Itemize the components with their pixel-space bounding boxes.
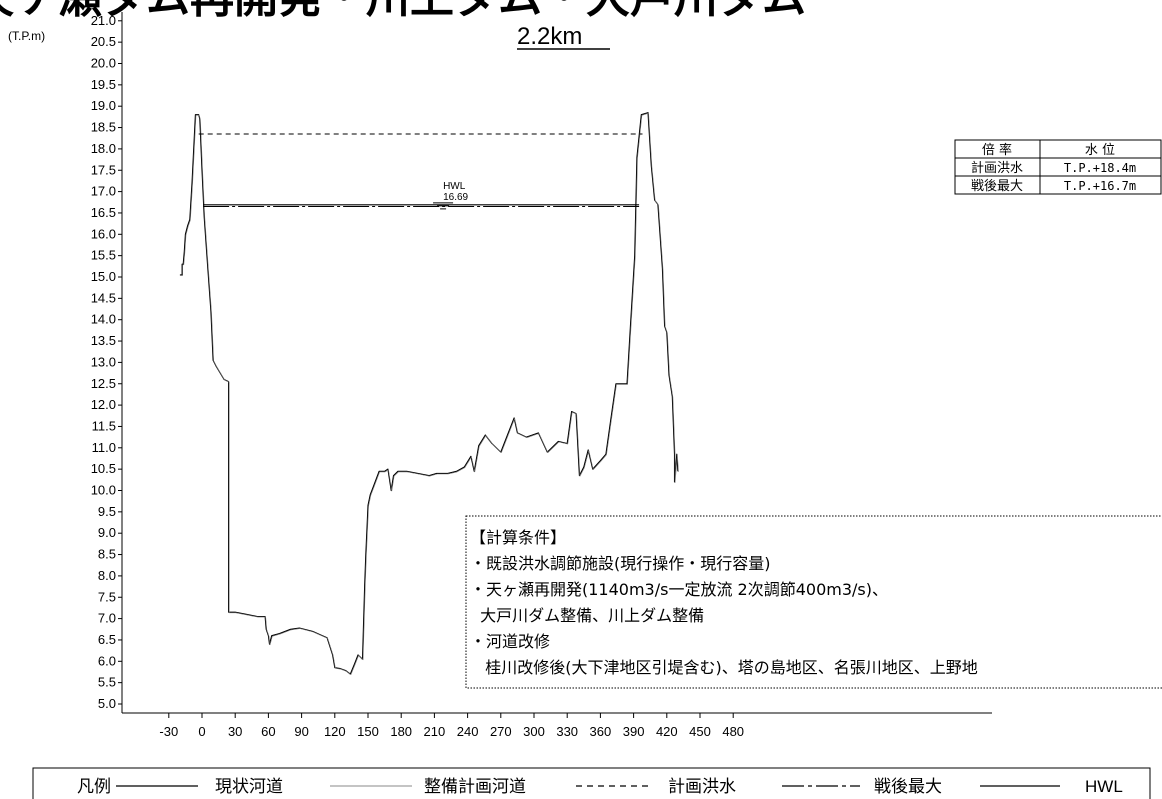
x-tick-label: 60 bbox=[261, 724, 275, 739]
y-tick-label: 14.0 bbox=[91, 312, 116, 327]
chart-title: 天ケ瀬ダム再開発・川上ダム・大戸川ダム bbox=[0, 0, 806, 23]
legend-label: 戦後最大 bbox=[874, 777, 942, 797]
y-tick-label: 15.0 bbox=[91, 269, 116, 284]
y-tick-label: 17.5 bbox=[91, 162, 116, 177]
table-row-value: T.P.+18.4m bbox=[1064, 161, 1136, 175]
x-tick-label: 360 bbox=[590, 724, 612, 739]
x-tick-label: 300 bbox=[523, 724, 545, 739]
y-tick-label: 5.5 bbox=[98, 675, 116, 690]
series-line-1 bbox=[180, 112, 679, 676]
y-tick-label: 10.0 bbox=[91, 483, 116, 498]
y-tick-label: 19.0 bbox=[91, 98, 116, 113]
y-tick-label: 15.5 bbox=[91, 248, 116, 263]
y-tick-label: 16.5 bbox=[91, 205, 116, 220]
hwl-annotation: HWL 16.69 bbox=[433, 181, 469, 210]
x-tick-label: 240 bbox=[457, 724, 479, 739]
x-tick-label: 30 bbox=[228, 724, 242, 739]
x-tick-label: 420 bbox=[656, 724, 678, 739]
y-tick-label: 10.5 bbox=[91, 461, 116, 476]
y-tick-label: 5.0 bbox=[98, 696, 116, 711]
table-row-label: 戦後最大 bbox=[971, 179, 1023, 194]
y-tick-label: 20.5 bbox=[91, 34, 116, 49]
conditions-line: ・河道改修 bbox=[470, 632, 550, 651]
y-tick-label: 8.5 bbox=[98, 547, 116, 562]
legend-label: 現状河道 bbox=[215, 777, 283, 797]
y-tick-label: 17.0 bbox=[91, 184, 116, 199]
legend-title: 凡例 bbox=[77, 777, 111, 797]
y-tick-label: 19.5 bbox=[91, 77, 116, 92]
water-level-table: 倍 率 水 位 計画洪水 T.P.+18.4m 戦後最大 T.P.+16.7m bbox=[954, 139, 1162, 195]
y-tick-label: 12.0 bbox=[91, 397, 116, 412]
y-tick-label: 12.5 bbox=[91, 376, 116, 391]
y-tick-label: 18.0 bbox=[91, 141, 116, 156]
y-tick-label: 21.0 bbox=[91, 13, 116, 28]
y-tick-label: 6.5 bbox=[98, 632, 116, 647]
water-level-marker bbox=[433, 202, 454, 210]
series-group bbox=[179, 112, 679, 676]
x-tick-label: 150 bbox=[357, 724, 379, 739]
y-tick-label: 11.0 bbox=[92, 440, 116, 455]
conditions-line: ・天ヶ瀬再開発(1140m3/s一定放流 2次調節400m3/s)、 bbox=[470, 580, 888, 599]
table-row-label: 計画洪水 bbox=[971, 160, 1023, 176]
legend-label: 計画洪水 bbox=[668, 777, 736, 797]
conditions-box: 【計算条件】 ・既設洪水調節施設(現行操作・現行容量) ・天ヶ瀬再開発(1140… bbox=[465, 515, 1162, 689]
x-tick-label: 270 bbox=[490, 724, 512, 739]
y-tick-label: 18.5 bbox=[91, 120, 116, 135]
y-tick-label: 9.0 bbox=[98, 525, 116, 540]
x-tick-label: 120 bbox=[324, 724, 346, 739]
y-tick-label: 8.0 bbox=[98, 568, 116, 583]
hwl-value: 16.69 bbox=[443, 192, 468, 203]
conditions-title: 【計算条件】 bbox=[470, 528, 566, 547]
legend-label: HWL bbox=[1085, 777, 1123, 796]
x-tick-label: 180 bbox=[390, 724, 412, 739]
y-axis-label: (T.P.m) bbox=[8, 29, 45, 43]
x-tick-label: 330 bbox=[556, 724, 578, 739]
y-tick-label: 16.0 bbox=[91, 226, 116, 241]
hwl-label: HWL bbox=[443, 181, 466, 192]
y-tick-label: 13.5 bbox=[91, 333, 116, 348]
y-tick-label: 11.5 bbox=[92, 418, 116, 433]
y-tick-label: 14.5 bbox=[91, 290, 116, 305]
y-tick-label: 13.0 bbox=[91, 354, 116, 369]
x-tick-label: 0 bbox=[198, 724, 205, 739]
conditions-line: 大戸川ダム整備、川上ダム整備 bbox=[470, 606, 704, 625]
table-header-ratio: 倍 率 bbox=[982, 142, 1012, 158]
conditions-line: ・既設洪水調節施設(現行操作・現行容量) bbox=[470, 554, 771, 573]
x-tick-label: 450 bbox=[689, 724, 711, 739]
legend-label: 整備計画河道 bbox=[424, 777, 526, 797]
legend: 凡例 現状河道 整備計画河道 計画洪水 戦後最大 HWL bbox=[32, 767, 1151, 799]
conditions-line: 桂川改修後(大下津地区引堤含む)、塔の島地区、名張川地区、上野地 bbox=[470, 658, 978, 677]
y-tick-label: 7.0 bbox=[98, 611, 116, 626]
y-tick-label: 7.5 bbox=[98, 589, 116, 604]
x-tick-label: 390 bbox=[623, 724, 645, 739]
table-row-value: T.P.+16.7m bbox=[1064, 179, 1136, 193]
x-ticks: -30 0 30 60 90 120 150 180 210 240 270 300 330 360 390… bbox=[159, 713, 744, 739]
x-tick-label: -30 bbox=[159, 724, 178, 739]
y-tick-label: 6.0 bbox=[98, 653, 116, 668]
y-ticks: 5.0 5.5 6.0 6.5 7.0 7.5 8.0 8.5 9.0 9.5 10.0 10.5 11… bbox=[91, 13, 122, 711]
y-tick-label: 20.0 bbox=[91, 56, 116, 71]
y-tick-label: 9.5 bbox=[98, 504, 116, 519]
x-tick-label: 210 bbox=[424, 724, 446, 739]
x-tick-label: 90 bbox=[294, 724, 308, 739]
x-tick-label: 480 bbox=[722, 724, 744, 739]
table-header-level: 水 位 bbox=[1085, 143, 1115, 158]
chart-subtitle: 2.2km bbox=[517, 23, 582, 50]
